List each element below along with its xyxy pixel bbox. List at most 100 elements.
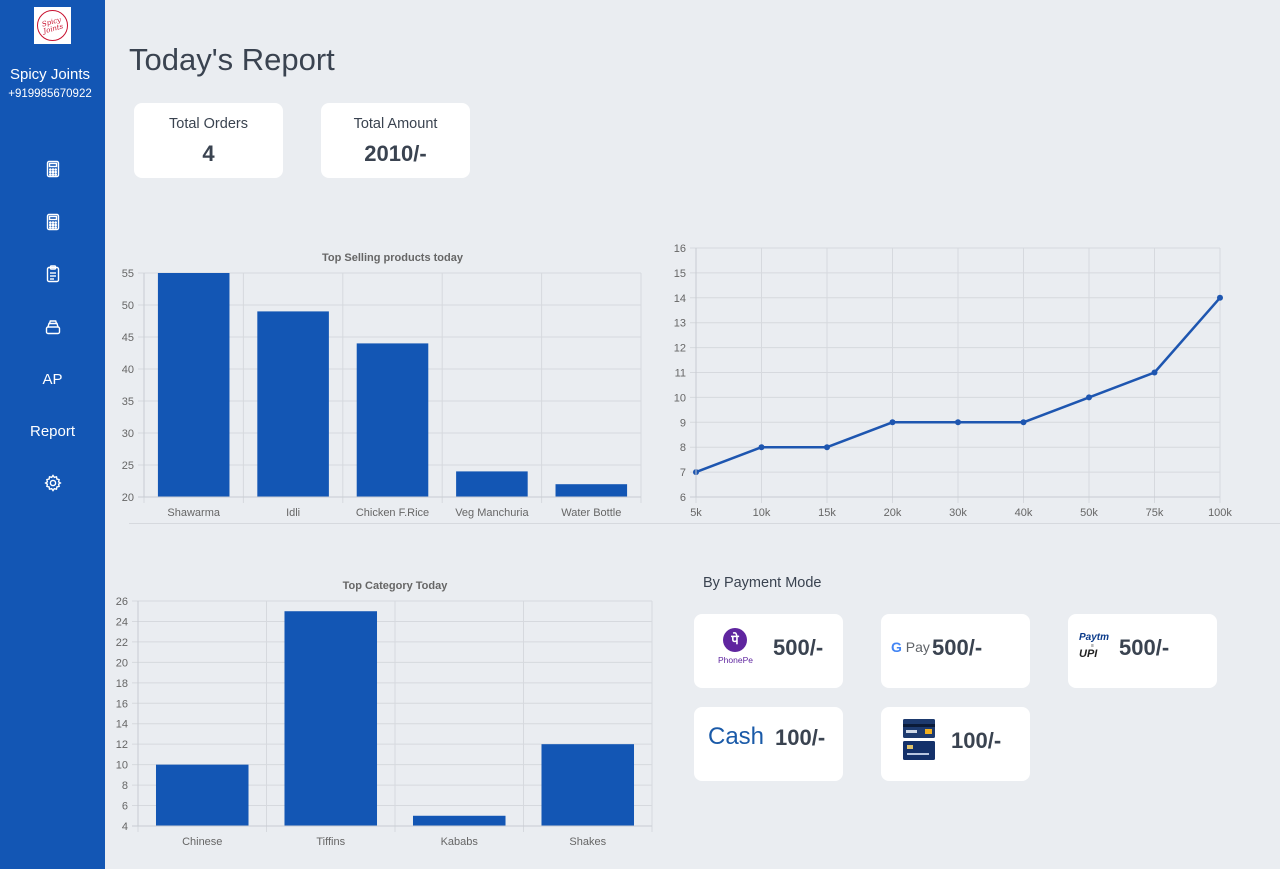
y-tick-label: 16 [116, 698, 128, 710]
sidebar-item-settings[interactable] [0, 466, 105, 500]
x-tick-label: Idli [286, 507, 300, 519]
google-g-icon: G [891, 639, 902, 655]
bar [356, 343, 429, 497]
calculator-icon [46, 160, 59, 178]
y-tick-label: 7 [680, 467, 686, 479]
phonepe-card: पे PhonePe 500/- [694, 614, 843, 688]
card-payment-card: 100/- [881, 707, 1030, 781]
bar [555, 484, 628, 497]
bar [412, 815, 506, 826]
clipboard-icon [46, 265, 59, 283]
data-point [889, 419, 896, 426]
y-tick-label: 14 [116, 719, 128, 731]
payment-mode-title: By Payment Mode [703, 575, 822, 591]
bar [284, 611, 378, 826]
gpay-card: G Pay 500/- [881, 614, 1030, 688]
brand-logo[interactable]: Spicy Joints [34, 7, 71, 44]
y-tick-label: 13 [674, 318, 686, 330]
sidebar: Spicy Joints Spicy Joints +919985670922 [0, 0, 105, 869]
paytm-amount: 500/- [1119, 635, 1170, 660]
y-tick-label: 12 [674, 343, 686, 355]
sidebar-item-ap[interactable]: AP [0, 362, 105, 396]
total-amount-value: 2010/- [364, 141, 427, 166]
bar [541, 744, 635, 826]
calculator-icon [46, 213, 59, 231]
y-tick-label: 26 [116, 596, 128, 608]
total-amount-card: Total Amount 2010/- [321, 103, 470, 178]
phonepe-logo: पे PhonePe [718, 628, 753, 665]
gpay-logo-text: Pay [905, 639, 930, 655]
x-tick-label: 75k [1146, 507, 1164, 519]
y-tick-label: 8 [122, 780, 128, 792]
y-tick-label: 6 [680, 492, 686, 504]
y-tick-label: 10 [116, 760, 128, 772]
data-point [955, 419, 961, 426]
sidebar-item-stack[interactable] [0, 310, 105, 344]
page-title: Today's Report [129, 42, 335, 77]
phonepe-icon: पे [723, 628, 747, 652]
paytm-logo-connector: ≡ [1091, 643, 1094, 649]
y-tick-label: 9 [680, 417, 686, 429]
section-divider [129, 523, 1280, 524]
chart-title: Top Selling products today [322, 252, 464, 264]
paytm-logo-text: Paytm [1079, 632, 1110, 643]
y-tick-label: 11 [675, 368, 686, 380]
top-products-chart: Top Selling products today 20 25 30 35 40 45 50… [122, 252, 642, 519]
phonepe-amount: 500/- [773, 635, 824, 660]
card-icon [903, 719, 935, 760]
y-tick-label: 55 [122, 268, 134, 280]
chart-title: Top Category Today [343, 580, 449, 592]
bar [257, 311, 329, 497]
y-tick-label: 40 [122, 364, 134, 376]
sidebar-item-calculator[interactable] [0, 152, 105, 186]
y-tick-label: 25 [122, 460, 134, 472]
sidebar-item-label: Report [29, 422, 76, 440]
y-tick-label: 12 [116, 739, 128, 751]
y-tick-label: 30 [122, 428, 134, 440]
data-point [824, 444, 830, 451]
y-tick-label: 20 [116, 657, 128, 669]
gear-icon [43, 474, 62, 492]
upi-logo-text: UPI [1079, 648, 1098, 660]
y-tick-label: 15 [674, 268, 686, 280]
total-orders-card: Total Orders 4 [134, 103, 283, 178]
y-tick-label: 45 [122, 332, 134, 344]
paytm-card: Paytm ≡ UPI 500/- [1068, 614, 1217, 688]
x-tick-label: Chicken F.Rice [356, 507, 429, 519]
sidebar-item-report[interactable]: Report [0, 414, 105, 448]
y-tick-label: 20 [122, 492, 134, 504]
data-point [758, 444, 765, 451]
brand-name: Spicy Joints [9, 66, 91, 83]
phonepe-logo-text: PhonePe [718, 655, 753, 665]
x-tick-label: 50k [1080, 507, 1098, 519]
sidebar-item-clipboard[interactable] [0, 257, 105, 291]
data-point [1151, 369, 1158, 376]
sidebar-item-calculator-2[interactable] [0, 205, 105, 239]
data-point [1020, 419, 1027, 426]
stack-icon [45, 320, 60, 335]
y-tick-label: 4 [122, 821, 128, 833]
x-tick-label: Water Bottle [561, 507, 621, 519]
y-tick-label: 50 [122, 300, 134, 312]
logo-text: Spicy Joints [41, 15, 65, 35]
x-tick-label: Tiffins [316, 836, 345, 848]
bar [157, 273, 230, 497]
bar [456, 471, 528, 497]
total-orders-value: 4 [202, 141, 215, 166]
y-tick-label: 35 [122, 396, 134, 408]
y-tick-label: 14 [674, 293, 686, 305]
y-tick-label: 18 [116, 678, 128, 690]
data-point [1217, 294, 1223, 301]
cash-card: Cash 100/- [694, 707, 843, 781]
cash-amount: 100/- [775, 725, 826, 750]
top-category-chart: Top Category Today 4 6 8 10 12 14 16 18 20 22 24 26 C… [116, 580, 653, 848]
x-tick-label: Shakes [569, 836, 606, 848]
y-tick-label: 22 [116, 637, 128, 649]
gpay-logo: G Pay [891, 639, 930, 655]
sales-line-chart: 6 7 8 9 10 11 12 13 14 15 16 5k 10k 15k 20k 30k 40k 50k 75… [674, 243, 1233, 519]
gpay-amount: 500/- [932, 635, 983, 660]
cash-label: Cash [708, 723, 765, 750]
brand-phone: +919985670922 [8, 88, 92, 100]
y-tick-label: 10 [674, 392, 686, 404]
bar [155, 764, 249, 826]
